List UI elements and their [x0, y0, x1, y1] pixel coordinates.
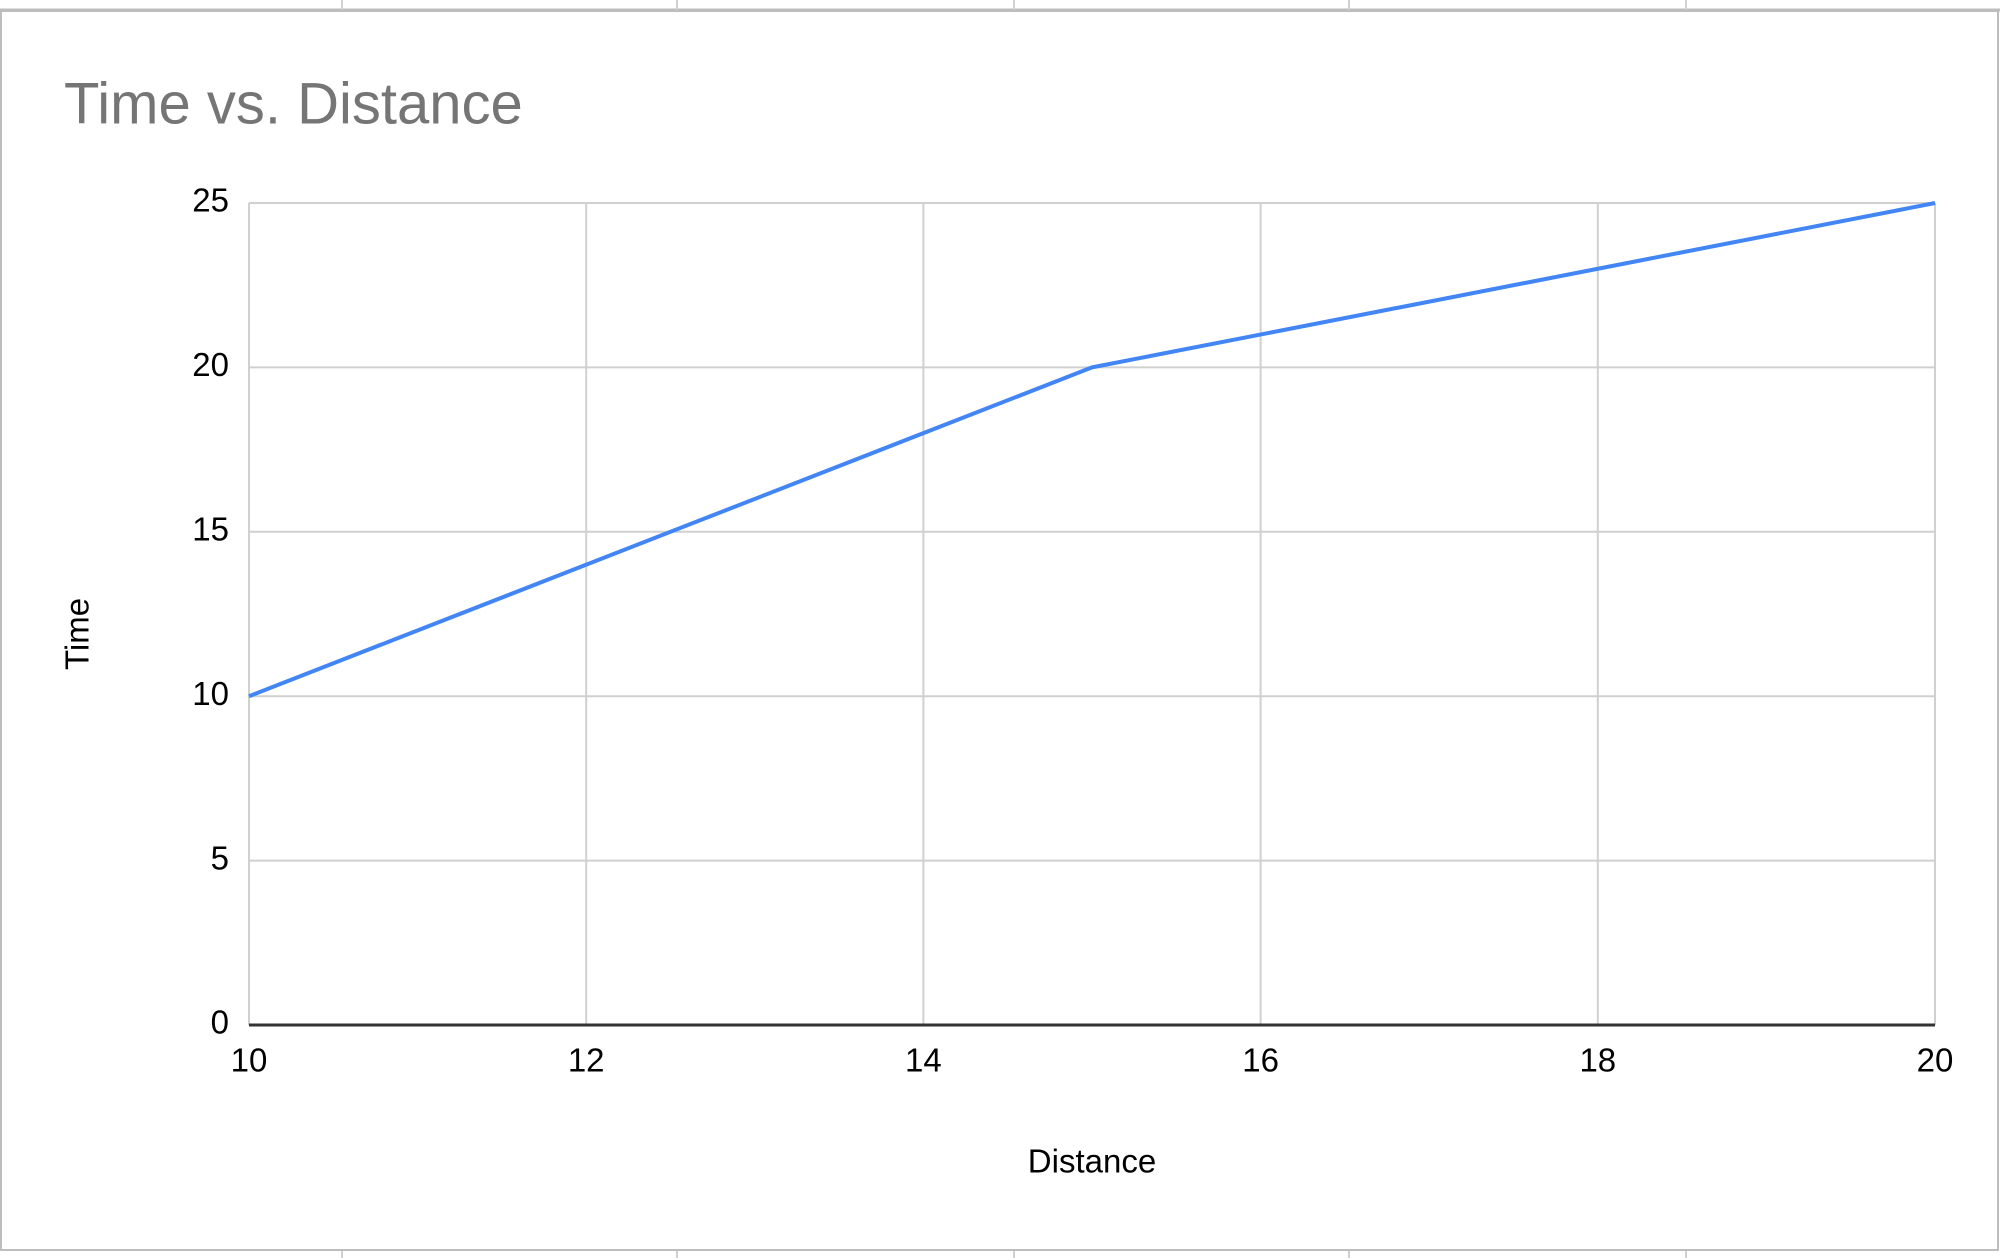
chart-title: Time vs. Distance	[64, 71, 523, 136]
y-axis-label: Time	[59, 598, 96, 670]
data-line	[248, 201, 1936, 699]
y-tick-label: 20	[192, 346, 229, 383]
x-tick-label: 10	[231, 1042, 268, 1079]
x-axis-label: Distance	[1028, 1143, 1156, 1180]
x-tick-label: 18	[1579, 1042, 1616, 1079]
y-tick-label: 5	[211, 839, 229, 876]
sheet-columns	[341, 0, 1687, 1258]
y-tick-label: 15	[192, 511, 229, 548]
chart-frame	[0, 10, 1999, 1251]
x-tick-label: 14	[905, 1042, 942, 1079]
x-tick-label: 16	[1242, 1042, 1279, 1079]
y-tick-label: 25	[192, 182, 229, 219]
y-tick-label: 10	[192, 675, 229, 712]
x-tick-label: 20	[1917, 1042, 1954, 1079]
y-tick-label: 0	[211, 1004, 229, 1041]
x-tick-label: 12	[568, 1042, 605, 1079]
